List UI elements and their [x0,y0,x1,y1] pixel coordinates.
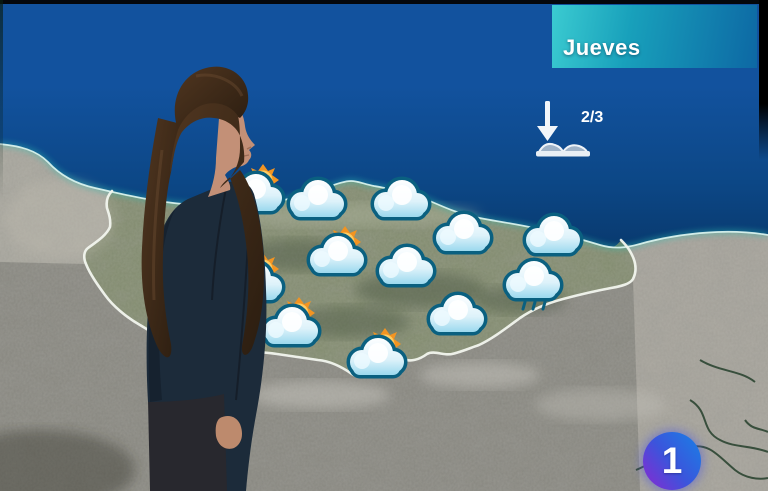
presenter-blazer-shadow [148,208,176,402]
presenter-hair-back [141,118,181,358]
coastline [0,141,768,251]
presenter-jeans [148,392,228,491]
letterbox-top [0,0,768,4]
presenter-hand [215,416,242,449]
presenter-hair-highlight [151,73,244,301]
day-banner-label: Jueves [563,35,641,60]
presenter-hair-front [170,103,264,355]
presenter-face [208,100,255,197]
day-banner: Jueves [552,5,757,68]
frame-left-edge [0,0,3,200]
presenter-face-shading [243,146,252,157]
channel-logo-number: 1 [661,440,683,481]
presenter [141,66,267,491]
presenter-blazer [146,181,267,491]
down-arrow-to-waves-icon [536,101,590,157]
channel-logo: 1 [643,432,701,490]
sea-state-value: 2/3 [581,109,603,126]
sea-state-indicator: 2/3 [536,101,603,157]
letterbox-right [759,0,768,160]
